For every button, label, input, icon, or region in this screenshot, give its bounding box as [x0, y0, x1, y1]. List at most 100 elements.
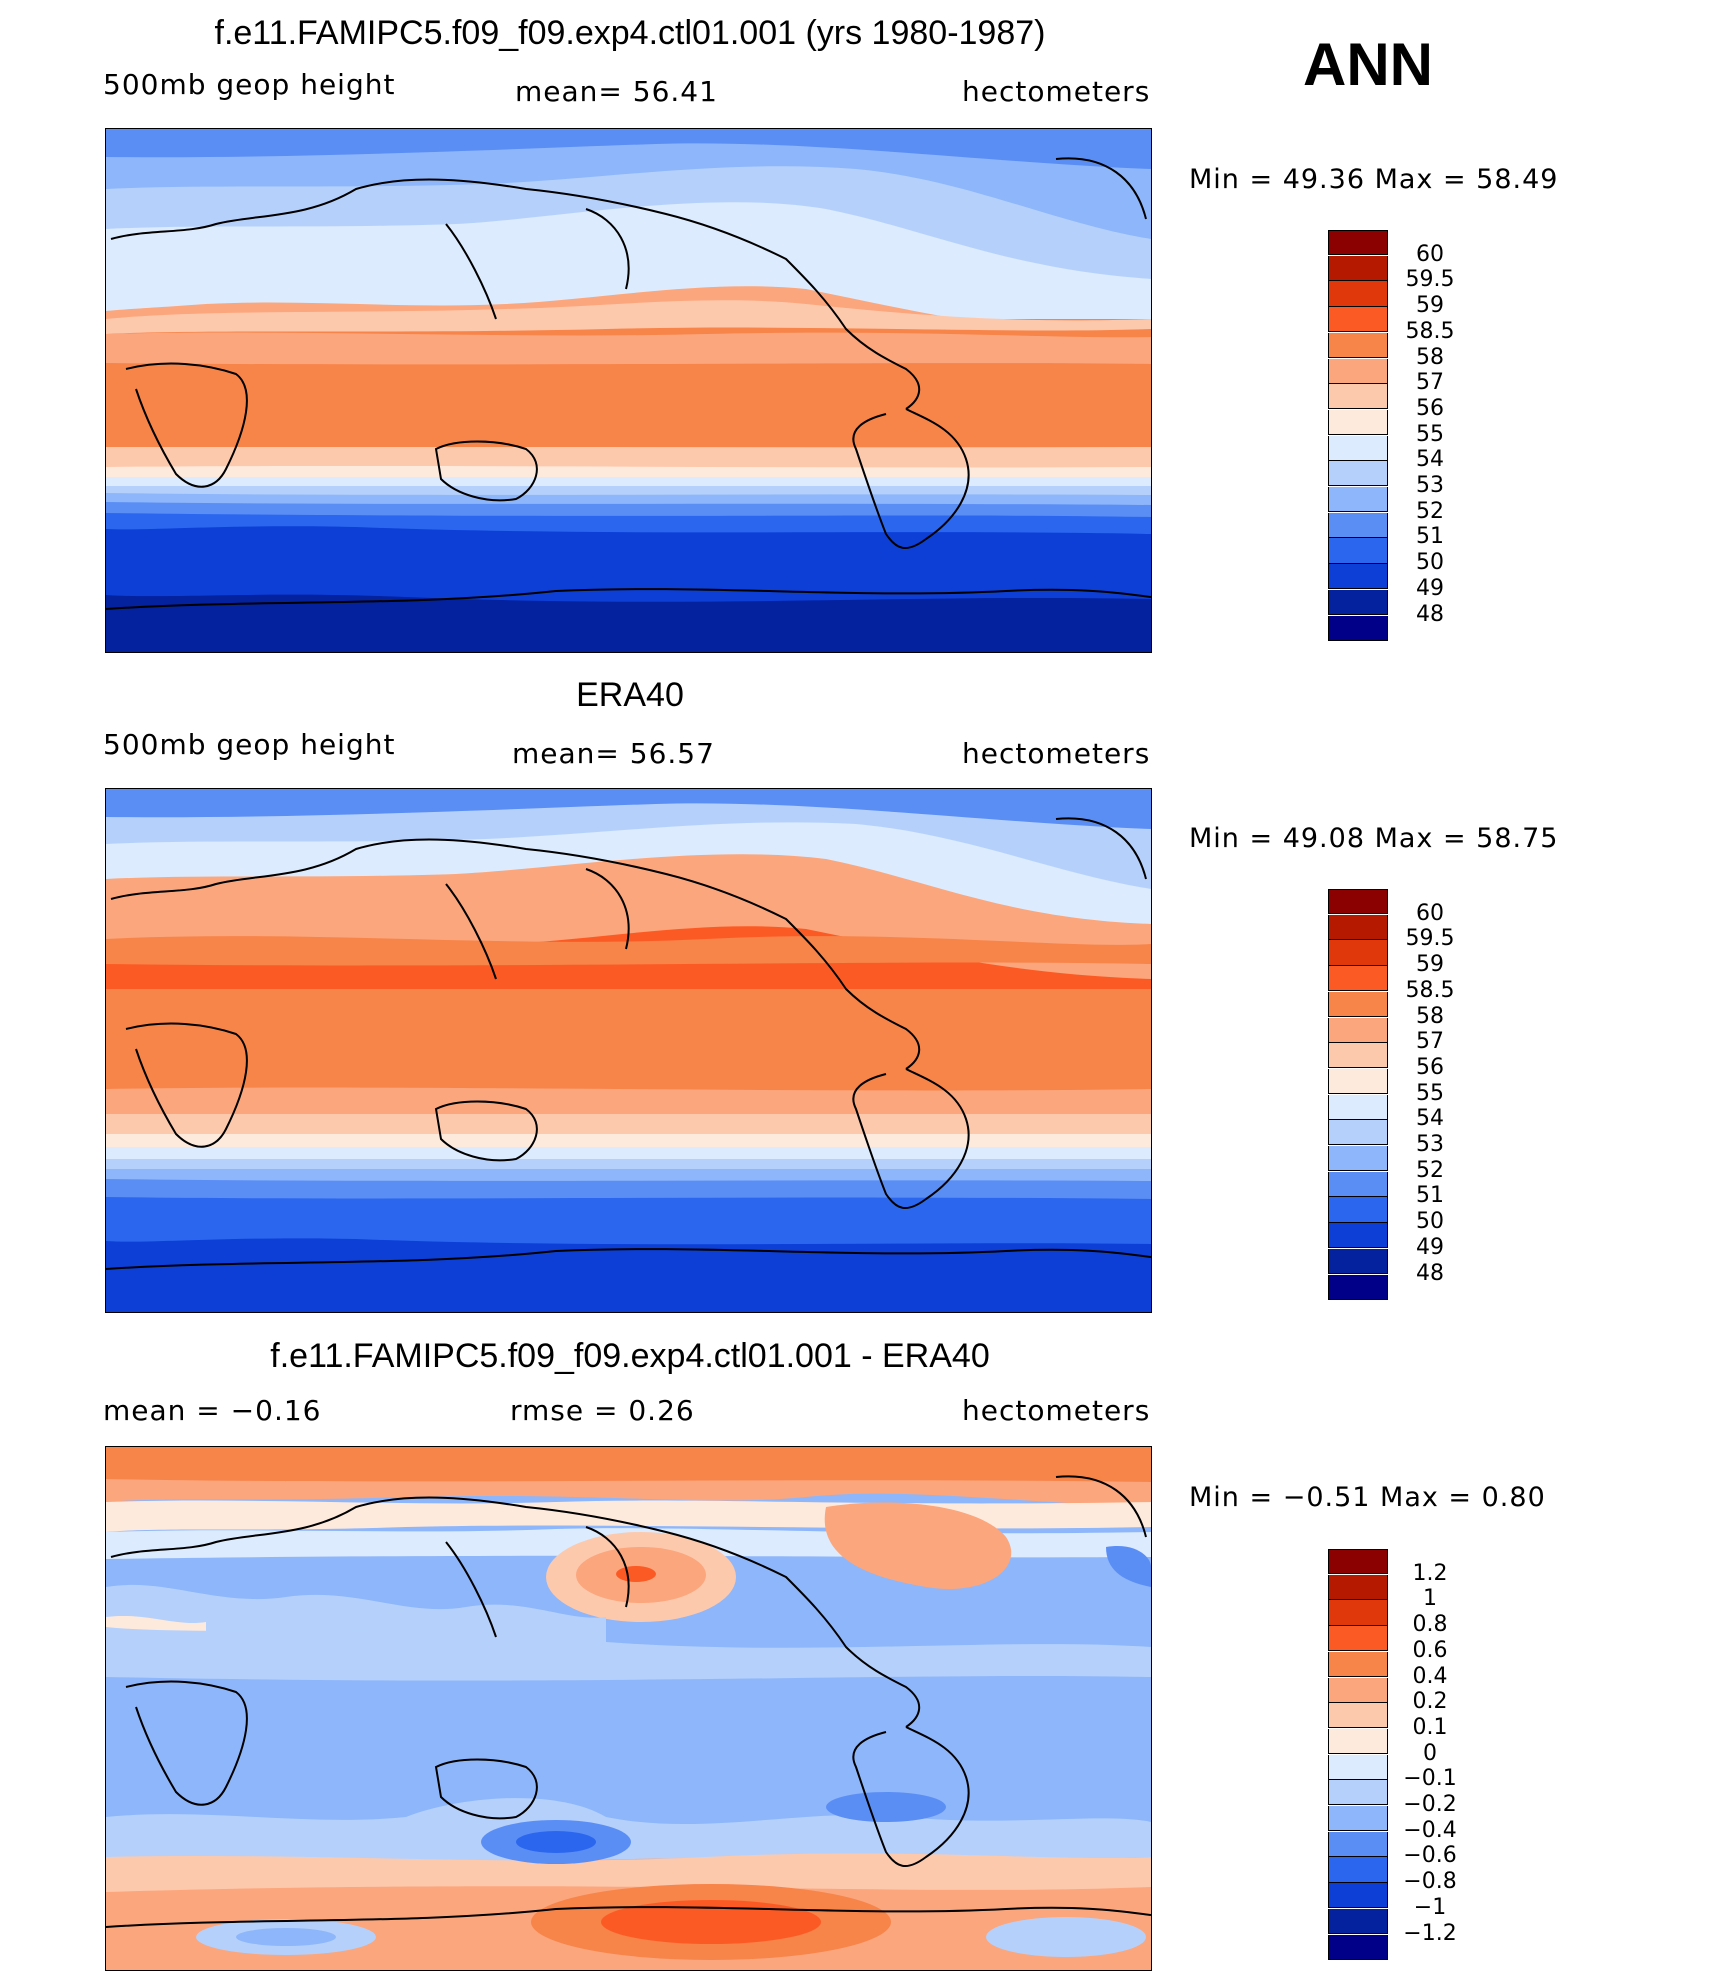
colorbar-tick-label: −0.6	[1403, 1843, 1457, 1869]
panel-1-units-label: hectometers	[962, 75, 1151, 108]
colorbar-swatch	[1328, 435, 1388, 461]
colorbar-tick-label: −0.8	[1403, 1869, 1457, 1895]
colorbar-swatch	[1328, 332, 1388, 358]
panel-2-title: ERA40	[576, 676, 684, 714]
panel-3-units-label: hectometers	[962, 1394, 1151, 1427]
panel-1-variable-label: 500mb geop height	[103, 68, 396, 101]
panel-3-map-canvas	[106, 1447, 1151, 1970]
colorbar-swatch	[1328, 1806, 1388, 1832]
colorbar-tick-label: 0	[1423, 1740, 1437, 1766]
colorbar-swatch	[1328, 966, 1388, 992]
colorbar-tick-label: −1	[1413, 1894, 1447, 1920]
colorbar-swatch	[1328, 1223, 1388, 1249]
panel-3-minmax: Min = −0.51 Max = 0.80	[1189, 1482, 1546, 1513]
colorbar-tick-label: 52	[1416, 498, 1444, 524]
colorbar-swatch	[1328, 1248, 1388, 1274]
colorbar-swatch	[1328, 307, 1388, 333]
panel-3-contours	[106, 1447, 1151, 1970]
panel-2-variable-label: 500mb geop height	[103, 728, 396, 761]
colorbar-tick-label: 59.5	[1405, 926, 1455, 952]
colorbar-swatch	[1328, 1120, 1388, 1146]
colorbar-swatch	[1328, 1094, 1388, 1120]
panel-1-title: f.e11.FAMIPC5.f09_f09.exp4.ctl01.001 (yr…	[214, 14, 1046, 52]
colorbar-swatch	[1328, 1831, 1388, 1857]
colorbar-swatch	[1328, 1780, 1388, 1806]
colorbar-tick-label: 53	[1416, 1132, 1444, 1157]
colorbar-swatch	[1328, 889, 1388, 914]
colorbar-tick-label: 0.2	[1412, 1689, 1448, 1715]
colorbar-tick-label: 56	[1416, 395, 1444, 421]
colorbar-tick-label: 48	[1416, 601, 1444, 627]
colorbar-swatch	[1328, 1651, 1388, 1677]
panel-2-mean-label: mean= 56.57	[512, 737, 715, 770]
colorbar-tick-label: 0.1	[1412, 1714, 1448, 1740]
colorbar-tick-label: 59	[1416, 293, 1444, 319]
colorbar-swatch	[1328, 1600, 1388, 1626]
colorbar-swatch	[1328, 589, 1388, 615]
colorbar-tick-label: 51	[1416, 1183, 1444, 1209]
panel-2-minmax: Min = 49.08 Max = 58.75	[1189, 823, 1559, 854]
colorbar-tick-label: 55	[1416, 1080, 1444, 1106]
colorbar-swatch	[1328, 991, 1388, 1017]
colorbar-tick-label: 49	[1416, 575, 1444, 601]
colorbar-tick-label: 58.5	[1405, 977, 1455, 1003]
colorbar-tick-label: 59.5	[1405, 267, 1455, 293]
colorbar-swatch	[1328, 230, 1388, 255]
colorbar-tick-label: 60	[1416, 900, 1444, 926]
colorbar-swatch	[1328, 914, 1388, 940]
colorbar-tick-label: 0.6	[1412, 1637, 1448, 1663]
colorbar-tick-label: 1	[1423, 1586, 1437, 1612]
colorbar-tick-label: 58	[1416, 1003, 1444, 1029]
panel-2-contours	[106, 789, 1151, 1312]
colorbar-tick-label: 1.2	[1412, 1560, 1448, 1586]
colorbar-tick-label: 58.5	[1405, 318, 1455, 344]
colorbar-swatch	[1328, 1017, 1388, 1043]
colorbar-swatch	[1328, 255, 1388, 281]
colorbar-tick-label: −0.2	[1403, 1792, 1457, 1817]
colorbar-swatch	[1328, 538, 1388, 564]
colorbar-swatch	[1328, 1754, 1388, 1780]
colorbar-swatch	[1328, 940, 1388, 966]
panel-1-contours	[106, 129, 1151, 652]
colorbar-tick-label: −0.1	[1403, 1766, 1457, 1792]
panel-3-mean-label: mean = −0.16	[103, 1394, 322, 1427]
colorbar-tick-label: −0.4	[1403, 1817, 1457, 1843]
colorbar-tick-label: 58	[1416, 344, 1444, 370]
colorbar-swatch	[1328, 1934, 1388, 1960]
colorbar-swatch	[1328, 1146, 1388, 1172]
panel-3-title: f.e11.FAMIPC5.f09_f09.exp4.ctl01.001 - E…	[270, 1337, 990, 1375]
colorbar-tick-label: 50	[1416, 550, 1444, 576]
colorbar-tick-label: 0.8	[1412, 1612, 1448, 1638]
colorbar-swatch	[1328, 384, 1388, 410]
colorbar-tick-label: 53	[1416, 473, 1444, 498]
colorbar-swatch	[1328, 358, 1388, 384]
colorbar-tick-label: 51	[1416, 524, 1444, 550]
colorbar-swatch	[1328, 1908, 1388, 1934]
colorbar-tick-label: 54	[1416, 447, 1444, 473]
colorbar-tick-label: 59	[1416, 952, 1444, 978]
colorbar-tick-label: 50	[1416, 1209, 1444, 1235]
colorbar-swatch	[1328, 1703, 1388, 1729]
colorbar-tick-label: 54	[1416, 1106, 1444, 1132]
colorbar-swatch	[1328, 1171, 1388, 1197]
panel-1-coastlines	[106, 157, 1151, 610]
colorbar-swatch	[1328, 1043, 1388, 1069]
panel-1-minmax: Min = 49.36 Max = 58.49	[1189, 164, 1559, 195]
colorbar-tick-label: 57	[1416, 370, 1444, 396]
panel-1-map	[105, 128, 1152, 653]
panel-3-rmse-label: rmse = 0.26	[510, 1394, 695, 1427]
colorbar-tick-label: 49	[1416, 1234, 1444, 1260]
colorbar-tick-label: 0.4	[1412, 1663, 1448, 1689]
colorbar-swatch	[1328, 1549, 1388, 1574]
colorbar-swatch	[1328, 512, 1388, 538]
colorbar-swatch	[1328, 615, 1388, 641]
panel-2-units-label: hectometers	[962, 737, 1151, 770]
colorbar-swatch	[1328, 1883, 1388, 1909]
colorbar-swatch	[1328, 564, 1388, 590]
panel-2-map-canvas	[106, 789, 1151, 1312]
colorbar-tick-label: 56	[1416, 1054, 1444, 1080]
colorbar-swatch	[1328, 1574, 1388, 1600]
colorbar-swatch	[1328, 1274, 1388, 1300]
panel-2-coastlines	[106, 817, 1151, 1270]
colorbar-swatch	[1328, 487, 1388, 513]
